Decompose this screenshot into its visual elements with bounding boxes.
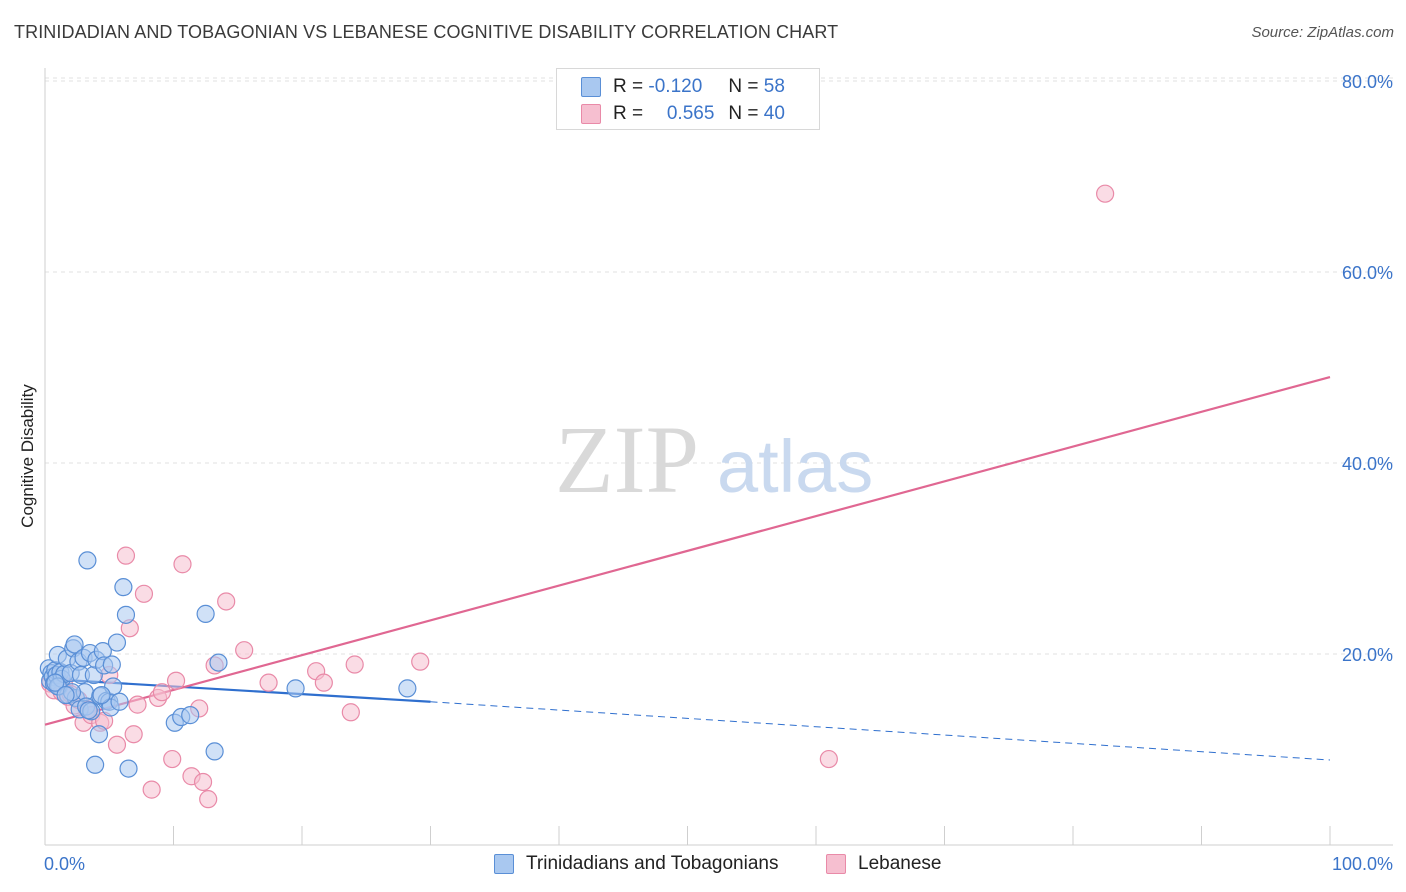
point-trinidadian [196, 604, 215, 623]
legend-swatch-blue [581, 77, 601, 97]
y-tick-label: 20.0% [1342, 645, 1393, 665]
correlation-legend: R = -0.120 N = 58 R = 0.565 N = 40 [556, 68, 820, 130]
point-trinidadian [78, 551, 97, 570]
legend-swatch-pink [581, 104, 601, 124]
point-trinidadian [79, 701, 98, 720]
point-lebanese [134, 584, 154, 603]
legend-swatch-pink [826, 854, 846, 874]
bottom-legend-series2: Lebanese [826, 852, 941, 876]
legend-n-value: 40 [763, 103, 785, 124]
point-lebanese [124, 725, 143, 744]
point-trinidadian [86, 755, 105, 774]
point-lebanese [199, 790, 218, 809]
point-trinidadian [116, 605, 136, 624]
legend-series2-label: Lebanese [858, 853, 942, 874]
legend-r-label: R = [613, 76, 644, 97]
source-label: Source: ZipAtlas.com [1251, 24, 1394, 41]
point-trinidadian [205, 742, 224, 761]
legend-r-label: R = [613, 103, 644, 124]
point-lebanese [1096, 184, 1115, 203]
point-lebanese [116, 546, 136, 565]
legend-row-series2: R = 0.565 N = 40 [581, 101, 785, 127]
axis-layer [44, 68, 1393, 846]
point-lebanese [411, 652, 430, 671]
point-trinidadian [119, 759, 138, 778]
point-trinidadian [65, 635, 84, 654]
y-tick-label: 80.0% [1342, 72, 1393, 92]
y-tick-label: 40.0% [1342, 454, 1393, 474]
legend-n-label: N = [728, 103, 759, 124]
point-lebanese [166, 671, 186, 690]
point-trinidadian [209, 653, 228, 672]
point-lebanese [314, 673, 333, 692]
y-tick-label: 60.0% [1342, 263, 1393, 283]
legend-r-value: -0.120 [648, 76, 703, 97]
watermark-zip: ZIP [555, 406, 699, 513]
point-lebanese [173, 555, 192, 574]
point-trinidadian [114, 578, 133, 597]
point-lebanese [345, 655, 364, 674]
point-trinidadian [102, 655, 121, 674]
point-lebanese [193, 772, 213, 792]
point-lebanese [217, 592, 236, 611]
point-trinidadian [107, 633, 127, 652]
point-lebanese [341, 703, 360, 722]
y-axis-title: Cognitive Disability [18, 384, 37, 528]
chart-title: TRINIDADIAN AND TOBAGONIAN VS LEBANESE C… [14, 22, 839, 42]
point-trinidadian [46, 673, 65, 692]
point-trinidadian [56, 685, 75, 705]
point-trinidadian [89, 725, 109, 744]
legend-n-value: 58 [763, 76, 785, 97]
point-lebanese [107, 735, 127, 754]
point-trinidadian [110, 692, 129, 711]
legend-swatch-blue [494, 854, 514, 874]
legend-row-series1: R = -0.120 N = 58 [581, 74, 785, 100]
points-layer [39, 184, 1115, 809]
legend-series1-label: Trinidadians and Tobagonians [526, 853, 779, 874]
point-lebanese [259, 673, 278, 692]
x-tick-label: 0.0% [44, 854, 85, 874]
x-tick-label: 100.0% [1332, 854, 1393, 874]
point-lebanese [152, 683, 172, 702]
watermark-atlas: atlas [717, 425, 873, 508]
point-trinidadian [286, 679, 305, 698]
legend-r-value: 0.565 [666, 103, 715, 124]
point-lebanese [819, 749, 838, 769]
point-lebanese [235, 641, 254, 660]
point-trinidadian [92, 685, 111, 705]
bottom-legend-series1: Trinidadians and Tobagonians [494, 852, 778, 876]
point-lebanese [142, 780, 161, 799]
point-trinidadian [181, 706, 200, 725]
point-lebanese [163, 749, 182, 769]
trend-line-lebanese [44, 375, 1331, 726]
trend-line-trinidadian-extension [430, 701, 1331, 761]
point-trinidadian [398, 679, 417, 698]
tick-label-layer: 20.0% 40.0% 60.0% 80.0% 0.0% 100.0% [44, 72, 1393, 874]
legend-n-label: N = [728, 76, 759, 97]
point-lebanese [128, 695, 147, 714]
watermark: ZIP atlas [555, 406, 873, 513]
grid-layer [45, 77, 1393, 655]
